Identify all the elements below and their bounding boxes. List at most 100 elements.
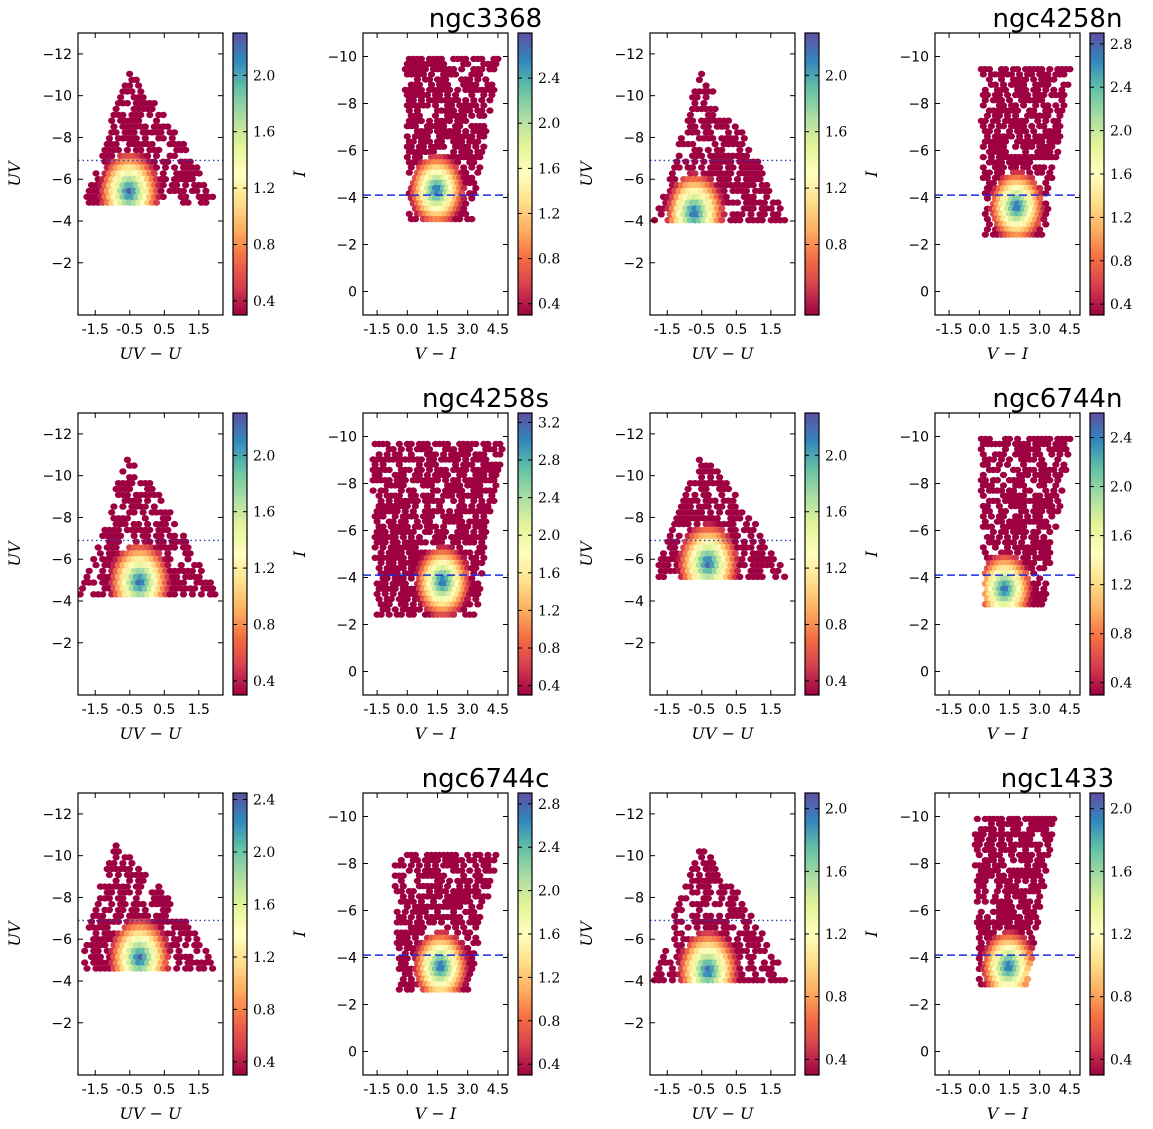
hexbin-cell <box>1024 164 1032 171</box>
hexbin-cell <box>1001 66 1010 73</box>
hexbin-cell <box>417 919 425 926</box>
hexbin-cell <box>472 102 480 109</box>
hexbin-cell <box>983 112 992 119</box>
hexbin-cell <box>1001 508 1010 515</box>
hexbin-cell <box>490 857 498 864</box>
hexbin-cell <box>150 100 158 107</box>
hexbin-cell <box>188 591 196 598</box>
y-tick-label: −12 <box>42 427 72 443</box>
colorbar-tick-label: 0.4 <box>253 1055 275 1071</box>
hexbin-cell <box>164 515 172 522</box>
hexbin-cell <box>456 215 464 223</box>
hexbin-cell <box>1066 66 1074 73</box>
hexbin-cell <box>478 497 486 505</box>
hexbin-cell <box>1014 826 1022 833</box>
hexbin-cell <box>112 105 120 113</box>
colorbar-frame <box>804 32 820 316</box>
hexbin-cell <box>470 179 478 187</box>
hexbin-cell <box>144 497 152 504</box>
hexbin-cell <box>401 518 409 525</box>
y-tick-label: −8 <box>51 130 72 146</box>
hexbin-cell <box>126 877 134 884</box>
hexbin-cell <box>1001 148 1010 156</box>
hexbin-cell <box>686 503 695 510</box>
hexbin-cell <box>101 941 109 949</box>
hexbin-cell <box>749 965 757 972</box>
y-tick-label: −12 <box>42 807 72 823</box>
hexbin-cell <box>1052 102 1060 109</box>
hexbin-cell <box>458 138 466 145</box>
hexbin-cell <box>729 164 737 171</box>
y-tick-label: −10 <box>899 430 929 446</box>
hexbin-cell <box>673 538 681 545</box>
y-axis-label: UV <box>577 540 596 566</box>
hexbin-cell <box>383 575 391 582</box>
hexbin-cell <box>981 888 989 895</box>
hexbin-cell <box>466 970 474 978</box>
hexbin-cell <box>1012 554 1020 561</box>
hexbin-cell <box>1054 497 1062 505</box>
hexbin-cell <box>671 924 679 931</box>
hexbin-cell <box>108 117 116 124</box>
hexbin-cell <box>437 497 446 505</box>
hexbin-cell <box>731 538 739 545</box>
colorbar-tick-label: 1.2 <box>253 561 275 577</box>
hexbin-cell <box>993 466 1002 474</box>
hexbin-cell <box>989 836 998 843</box>
hexbin-cell <box>139 900 147 908</box>
y-tick-label: −4 <box>336 571 357 587</box>
colorbar-tick-label: 2.4 <box>538 491 560 507</box>
panel-title: ngc3368 <box>429 4 542 34</box>
hexbin-cell <box>454 929 462 936</box>
hexbin-cell <box>1014 107 1022 114</box>
hexbin-cell <box>450 908 458 916</box>
hexbin-cell <box>166 509 174 516</box>
hexbin-cell <box>117 912 125 919</box>
hexbin-cell <box>397 888 405 895</box>
hexbin-cell <box>458 497 466 505</box>
hexbin-cell <box>409 528 417 536</box>
hexbin-cell <box>110 123 118 130</box>
hexbin-cell <box>462 528 470 536</box>
hexbin-cell <box>490 446 498 453</box>
hexbin-cell <box>440 60 448 68</box>
hexbin-cell <box>1060 461 1068 468</box>
hexbin-cell <box>774 199 782 206</box>
hexbin-cell <box>387 595 395 603</box>
colorbar-tick-label: 2.0 <box>253 448 275 464</box>
hexbin-cell <box>395 986 403 993</box>
x-tick-label: -1.5 <box>82 702 109 718</box>
hexbin-points <box>971 815 1058 988</box>
hexbin-cell <box>83 573 91 580</box>
hexbin-cell <box>81 947 89 955</box>
hexbin-cell <box>468 461 476 468</box>
hexbin-cell <box>462 169 470 176</box>
hexbin-cell <box>482 518 490 525</box>
y-tick-label: 0 <box>348 665 357 681</box>
hexbin-cell <box>403 934 411 941</box>
hexbin-cell <box>407 862 415 869</box>
hexbin-cell <box>179 140 188 148</box>
hexbin-cell <box>999 143 1008 150</box>
hexbin-cell <box>1046 836 1054 843</box>
hexbin-cell <box>722 123 730 130</box>
hexbin-cell <box>1044 184 1052 192</box>
hexbin-cell <box>1028 564 1036 572</box>
x-tick-label: 0.5 <box>725 702 747 718</box>
colorbar <box>233 793 247 1075</box>
hexbin-cell <box>1042 86 1050 94</box>
hexbin-cell <box>1044 205 1052 212</box>
hexbin-cell <box>740 906 748 914</box>
hexbin-cell <box>472 184 480 192</box>
hexbin-cell <box>1038 877 1046 885</box>
hexbin-cell <box>1020 533 1028 541</box>
hexbin-cell <box>983 862 992 869</box>
hexbin-cell <box>1007 133 1016 140</box>
hexbin-cell <box>1034 580 1042 587</box>
hexbin-cell <box>1001 528 1010 536</box>
hexbin-cell <box>454 456 462 463</box>
hexbin-cell <box>427 71 436 78</box>
colorbar-tick-label: 1.2 <box>253 950 275 966</box>
x-tick-label: 0.5 <box>153 1082 175 1098</box>
hexbin-cell <box>979 122 987 130</box>
